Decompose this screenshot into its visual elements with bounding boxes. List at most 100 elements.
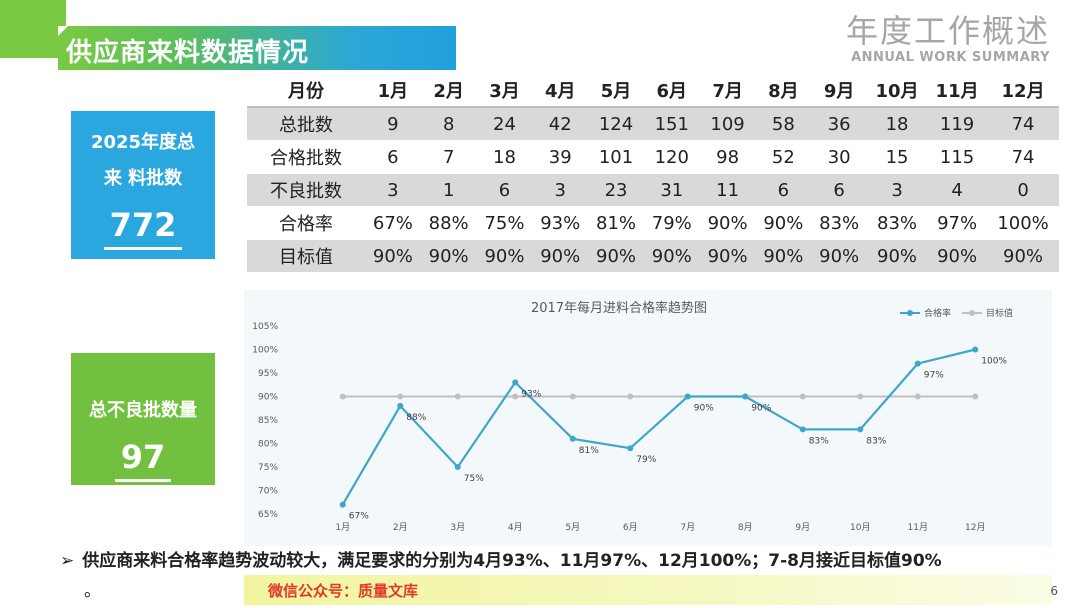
y-tick-label: 85% — [258, 416, 278, 426]
total-batches-label-2: 来 料批数 — [103, 168, 183, 189]
monthly-data-table: 月份 1月 2月 3月 4月 5月 6月 7月 8月 9月 10月 11月 12月 总批数 9 8 24 42… — [247, 74, 1059, 273]
defect-batches-card: 总不良批数量 97 — [71, 353, 215, 485]
page-number: 6 — [1050, 584, 1058, 598]
data-point — [627, 445, 634, 452]
table-cell: 109 — [699, 107, 756, 141]
table-cell: 24 — [476, 107, 533, 141]
table-cell: 119 — [927, 107, 988, 141]
table-cell: 151 — [643, 107, 700, 141]
table-cell: 74 — [987, 140, 1059, 174]
x-tick-label: 12月 — [965, 522, 985, 533]
data-point — [569, 393, 576, 400]
data-label: 97% — [924, 371, 944, 381]
title-fold — [58, 26, 68, 36]
table-row-label: 目标值 — [247, 239, 365, 273]
table-cell: 4 — [927, 173, 988, 207]
legend-entry: 合格率 — [924, 307, 951, 319]
table-cell: 74 — [987, 107, 1059, 141]
table-header-6: 6月 — [643, 74, 700, 108]
table-cell: 98 — [699, 140, 756, 174]
y-tick-label: 90% — [258, 393, 278, 403]
series-line-pass-rate — [341, 348, 976, 506]
data-point — [339, 501, 346, 508]
table-cell: 90% — [811, 239, 868, 273]
table-cell: 90% — [532, 239, 589, 273]
table-cell: 6 — [476, 173, 533, 207]
table-cell: 6 — [755, 173, 812, 207]
table-cell: 100% — [987, 206, 1059, 240]
trend-chart-svg: 2017年每月进料合格率趋势图 65% 70% 75% 80% 85% 90% 95% 100%… — [252, 300, 1013, 533]
table-row-label: 不良批数 — [247, 173, 365, 207]
table-cell: 11 — [699, 173, 756, 207]
table-cell: 6 — [365, 140, 421, 174]
table-cell: 67% — [365, 206, 421, 240]
table-header-10: 10月 — [867, 74, 928, 108]
x-tick-label: 2月 — [393, 522, 408, 533]
data-point — [397, 402, 404, 409]
data-point — [512, 393, 519, 400]
section-title-en: ANNUAL WORK SUMMARY — [851, 50, 1050, 65]
table-cell: 90% — [699, 206, 756, 240]
data-point — [454, 464, 461, 470]
legend-entry: 目标值 — [986, 307, 1013, 319]
data-point — [972, 346, 979, 353]
table-cell: 90% — [365, 239, 421, 273]
table-cell: 101 — [588, 140, 644, 174]
y-tick-label: 80% — [258, 440, 278, 450]
table-cell: 90% — [755, 239, 812, 273]
section-header: 年度工作概述 ANNUAL WORK SUMMARY — [846, 6, 1050, 65]
table-cell: 18 — [476, 140, 533, 174]
table-cell: 115 — [927, 140, 988, 174]
y-tick-label: 65% — [258, 510, 278, 520]
table-cell: 18 — [867, 107, 928, 141]
table-header-11: 11月 — [927, 74, 988, 108]
x-tick-label: 10月 — [850, 522, 870, 533]
data-label: 93% — [521, 389, 541, 399]
data-point — [454, 393, 461, 400]
data-point — [684, 393, 691, 400]
x-tick-label: 11月 — [908, 522, 928, 533]
table-header-month: 月份 — [247, 74, 365, 108]
table-cell: 75% — [476, 206, 533, 240]
table-cell: 8 — [420, 107, 477, 141]
table-header-3: 3月 — [476, 74, 533, 108]
table-cell: 90% — [755, 206, 812, 240]
data-point — [799, 393, 806, 400]
y-tick-label: 95% — [258, 369, 278, 379]
trend-chart: 2017年每月进料合格率趋势图 65% 70% 75% 80% 85% 90% 95% 100%… — [244, 290, 1052, 546]
footnote-end: 。 — [84, 581, 101, 601]
table-cell: 3 — [532, 173, 589, 207]
table-cell: 120 — [643, 140, 700, 174]
table-cell: 31 — [643, 173, 700, 207]
data-label: 83% — [866, 436, 886, 446]
table-cell: 90% — [699, 239, 756, 273]
table-cell: 90% — [588, 239, 644, 273]
data-label: 90% — [751, 404, 771, 414]
table-cell: 124 — [588, 107, 644, 141]
defect-batches-value: 97 — [114, 437, 172, 482]
table-cell: 81% — [588, 206, 644, 240]
x-tick-label: 7月 — [680, 522, 695, 533]
legend-swatch-dot — [969, 310, 975, 316]
table-header-9: 9月 — [811, 74, 868, 108]
data-label: 90% — [694, 404, 714, 414]
data-label: 100% — [981, 357, 1007, 367]
table-header-7: 7月 — [699, 74, 756, 108]
data-point — [742, 393, 749, 400]
table-cell: 90% — [987, 239, 1059, 273]
defect-batches-label: 总不良批数量 — [89, 400, 197, 421]
data-point — [627, 393, 634, 400]
table-cell: 58 — [755, 107, 812, 141]
table-cell: 97% — [927, 206, 988, 240]
table-cell: 90% — [643, 239, 700, 273]
x-tick-label: 4月 — [508, 522, 523, 533]
x-tick-label: 9月 — [795, 522, 810, 533]
x-tick-label: 6月 — [623, 522, 638, 533]
table-header-row: 月份 1月 2月 3月 4月 5月 6月 7月 8月 9月 10月 11月 12月 — [247, 74, 1059, 108]
chart-title: 2017年每月进料合格率趋势图 — [531, 300, 707, 316]
table-header-5: 5月 — [588, 74, 644, 108]
data-label: 75% — [464, 474, 484, 484]
table-header-8: 8月 — [755, 74, 812, 108]
table-header-12: 12月 — [987, 74, 1059, 108]
x-tick-label: 8月 — [738, 522, 753, 533]
